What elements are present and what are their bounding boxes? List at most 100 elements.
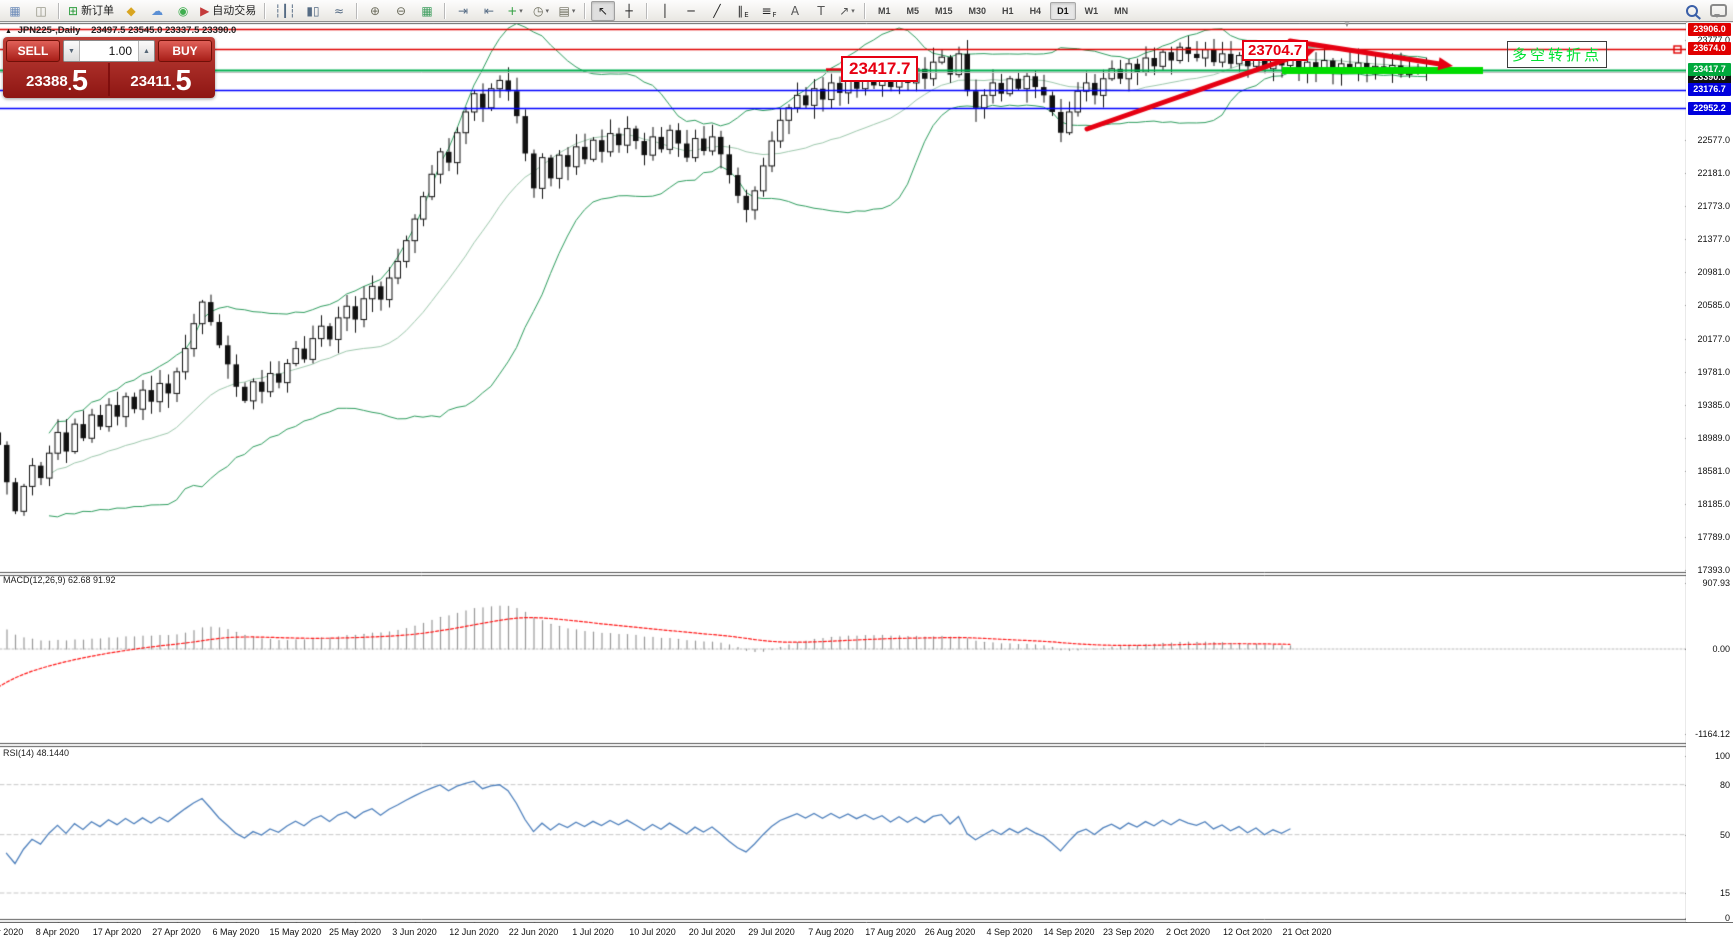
- timeframe-h4-button[interactable]: H4: [1029, 5, 1042, 16]
- horizontal-line-button[interactable]: ─: [679, 1, 703, 21]
- zoom-in-button[interactable]: ⊕: [363, 1, 387, 21]
- price-tick: 20585.0: [1697, 300, 1730, 310]
- templates-button[interactable]: ▤ ▾: [555, 1, 579, 21]
- cursor-button[interactable]: ↖: [590, 0, 615, 21]
- auto-scroll-button[interactable]: ⇥: [451, 1, 475, 21]
- price-tick: 18581.0: [1697, 466, 1730, 477]
- date-label: 27 Apr 2020: [152, 927, 201, 937]
- price-tick: 22577.0: [1697, 134, 1730, 145]
- styles-bucket-icon: ◆: [126, 3, 136, 18]
- date-label: 8 Apr 2020: [35, 927, 80, 937]
- toolbar-separator: [58, 2, 60, 19]
- price-tick: 18989.0: [1697, 432, 1730, 443]
- rsi-tick: 15: [1719, 887, 1730, 898]
- price-tick: 20177.0: [1697, 333, 1730, 344]
- signals-button[interactable]: ◉: [171, 1, 195, 21]
- fibonacci-button[interactable]: ≡ F: [761, 3, 777, 19]
- timeframe-d1-button[interactable]: D1: [1050, 1, 1076, 20]
- equidistant-channel-button[interactable]: ∥ E: [737, 3, 749, 19]
- horizontal-line-icon: ─: [687, 3, 695, 18]
- turning-point-label[interactable]: 多空转折点: [1507, 41, 1608, 68]
- label-icon: T: [817, 3, 825, 18]
- price-tick: 20981.0: [1697, 267, 1730, 278]
- candle-chart-type-button[interactable]: ▮▯: [301, 1, 325, 21]
- timeframe-mn-button[interactable]: MN: [1114, 5, 1129, 16]
- zoom-out-button[interactable]: ⊖: [389, 1, 413, 21]
- bar-chart-type-icon: ┆┃┆: [274, 3, 296, 18]
- price-tick: 18185.0: [1697, 499, 1730, 510]
- macd-indicator-label: MACD(12,26,9) 62.68 91.92: [3, 575, 116, 585]
- resistance-price-label[interactable]: 23704.7: [1242, 40, 1309, 61]
- date-label: 29 Jul 2020: [748, 927, 795, 937]
- volume-up-button[interactable]: ▲: [138, 41, 154, 61]
- tile-windows-button[interactable]: ▦: [415, 1, 439, 21]
- crosshair-button[interactable]: ┼: [617, 1, 641, 21]
- dropdown-caret-icon[interactable]: ▾: [851, 6, 855, 15]
- new-order-button[interactable]: ⊞ 新订单: [65, 1, 117, 21]
- community-button[interactable]: ☁: [145, 1, 169, 21]
- dropdown-caret-icon[interactable]: ▾: [571, 6, 576, 15]
- buy-button[interactable]: BUY: [158, 40, 212, 62]
- new-chart-button[interactable]: ▦: [3, 1, 27, 21]
- price-tick: 19385.0: [1697, 399, 1730, 410]
- profiles-icon: ◫: [35, 3, 47, 18]
- fibonacci-icon: ≡: [761, 3, 772, 18]
- community-icon: ☁: [151, 3, 164, 18]
- text-button[interactable]: A: [783, 1, 807, 21]
- collapse-triangle-icon[interactable]: ▲: [5, 28, 12, 35]
- timeframe-m15-button[interactable]: M15: [935, 5, 953, 16]
- timeframe-m30-button[interactable]: M30: [968, 5, 987, 16]
- shapes-icon: ↗: [839, 3, 850, 18]
- candle-chart-type-icon: ▮▯: [306, 3, 320, 18]
- volume-value[interactable]: 1.00: [108, 44, 132, 58]
- price-tick: 23777.0: [1697, 35, 1730, 45]
- search-icon[interactable]: [1686, 4, 1698, 17]
- vertical-line-button[interactable]: │: [653, 1, 677, 21]
- window-splitter-icon[interactable]: ▼: [1343, 20, 1351, 29]
- support-price-label[interactable]: 23417.7: [841, 56, 919, 82]
- timeframe-h1-button[interactable]: H1: [1002, 5, 1014, 16]
- profiles-button[interactable]: ◫: [29, 1, 53, 21]
- autotrading-button[interactable]: ▶ 自动交易: [197, 1, 259, 21]
- line-chart-type-button[interactable]: ≈: [327, 1, 351, 21]
- price-tick: 21773.0: [1697, 201, 1730, 212]
- timeframe-m5-button[interactable]: M5: [906, 5, 920, 16]
- date-label: 26 Aug 2020: [924, 927, 976, 937]
- date-label: 21 Oct 2020: [1282, 927, 1332, 937]
- sell-button[interactable]: SELL: [6, 40, 60, 62]
- crosshair-icon: ┼: [625, 3, 633, 18]
- date-label: 14 Sep 2020: [1043, 927, 1095, 937]
- bar-chart-type-button[interactable]: ┆┃┆: [271, 1, 299, 21]
- macd-tick: -1164.12: [1695, 728, 1730, 739]
- dropdown-caret-icon[interactable]: ▾: [519, 6, 523, 15]
- chat-icon[interactable]: [1710, 4, 1727, 18]
- periods-button[interactable]: ◷ ▾: [529, 1, 553, 21]
- toolbar-separator: [645, 2, 648, 19]
- timeframe-m1-button[interactable]: M1: [877, 5, 891, 16]
- volume-down-button[interactable]: ▼: [64, 41, 80, 61]
- chart-shift-button[interactable]: ⇤: [477, 1, 501, 21]
- timeframe-w1-button[interactable]: W1: [1084, 5, 1099, 16]
- price-tick: 17789.0: [1697, 532, 1730, 543]
- dropdown-caret-icon[interactable]: ▾: [545, 6, 549, 15]
- date-label: 6 May 2020: [212, 927, 260, 937]
- date-label: 15 May 2020: [269, 927, 322, 937]
- styles-bucket-button[interactable]: ◆: [119, 1, 143, 21]
- price-axis[interactable]: 23777.0 22577.0 22181.0 21773.0 21377.0 20981…: [1686, 22, 1733, 923]
- sell-price-dot: .: [67, 77, 72, 94]
- trendline-button[interactable]: ╱: [705, 1, 729, 21]
- indicators-button[interactable]: + ▾: [503, 1, 527, 21]
- date-label: 25 May 2020: [328, 927, 382, 937]
- label-button[interactable]: T: [809, 1, 833, 21]
- time-axis[interactable]: 30 Mar 2020 8 Apr 2020 17 Apr 2020 27 Apr 2…: [0, 923, 1733, 941]
- date-label: 12 Jun 2020: [449, 927, 499, 937]
- new-chart-icon: ▦: [9, 3, 21, 18]
- date-label: 3 Jun 2020: [392, 927, 437, 937]
- date-label: 17 Apr 2020: [92, 927, 142, 937]
- rsi-indicator-label: RSI(14) 48.1440: [3, 748, 70, 758]
- shapes-button[interactable]: ↗ ▾: [835, 1, 859, 21]
- date-label: 22 Jun 2020: [508, 927, 559, 937]
- zoom-out-icon: ⊖: [395, 3, 407, 18]
